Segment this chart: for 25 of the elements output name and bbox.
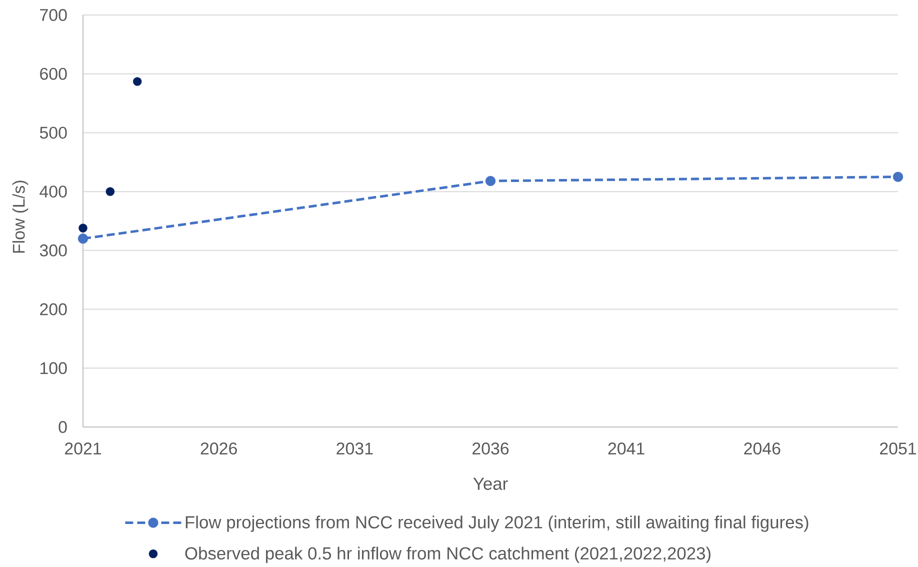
legend-label: Observed peak 0.5 hr inflow from NCC catchment (2021,2022,2023) (185, 546, 710, 564)
x-tick-label: 2036 (472, 442, 509, 455)
legend-label: Flow projections from NCC received July 2021 (interim, still awaiting final figures) (186, 516, 808, 532)
x-tick-label: 2051 (880, 442, 916, 455)
x-tick-label: 2021 (65, 442, 102, 455)
y-axis-title: Flow (L/s) (12, 180, 28, 253)
point (485, 176, 496, 186)
y-tick-label: 300 (40, 244, 67, 256)
x-tick-label: 2031 (336, 442, 373, 455)
y-tick-label: 500 (40, 126, 67, 139)
y-tick-label: 600 (40, 68, 67, 80)
point (106, 187, 115, 196)
y-tick-label: 700 (40, 9, 67, 21)
y-tick-label: 400 (40, 186, 67, 198)
x-tick-label: 2041 (608, 442, 644, 455)
point (132, 77, 142, 86)
point (78, 234, 88, 244)
y-tick-label: 200 (40, 303, 67, 316)
point (78, 224, 88, 232)
point (892, 172, 904, 182)
x-axis-title: Year (473, 478, 508, 490)
x-tick-label: 2046 (744, 442, 780, 455)
y-tick-label: 0 (58, 421, 67, 433)
x-tick-label: 2026 (200, 442, 237, 455)
y-tick-label: 100 (40, 362, 67, 374)
